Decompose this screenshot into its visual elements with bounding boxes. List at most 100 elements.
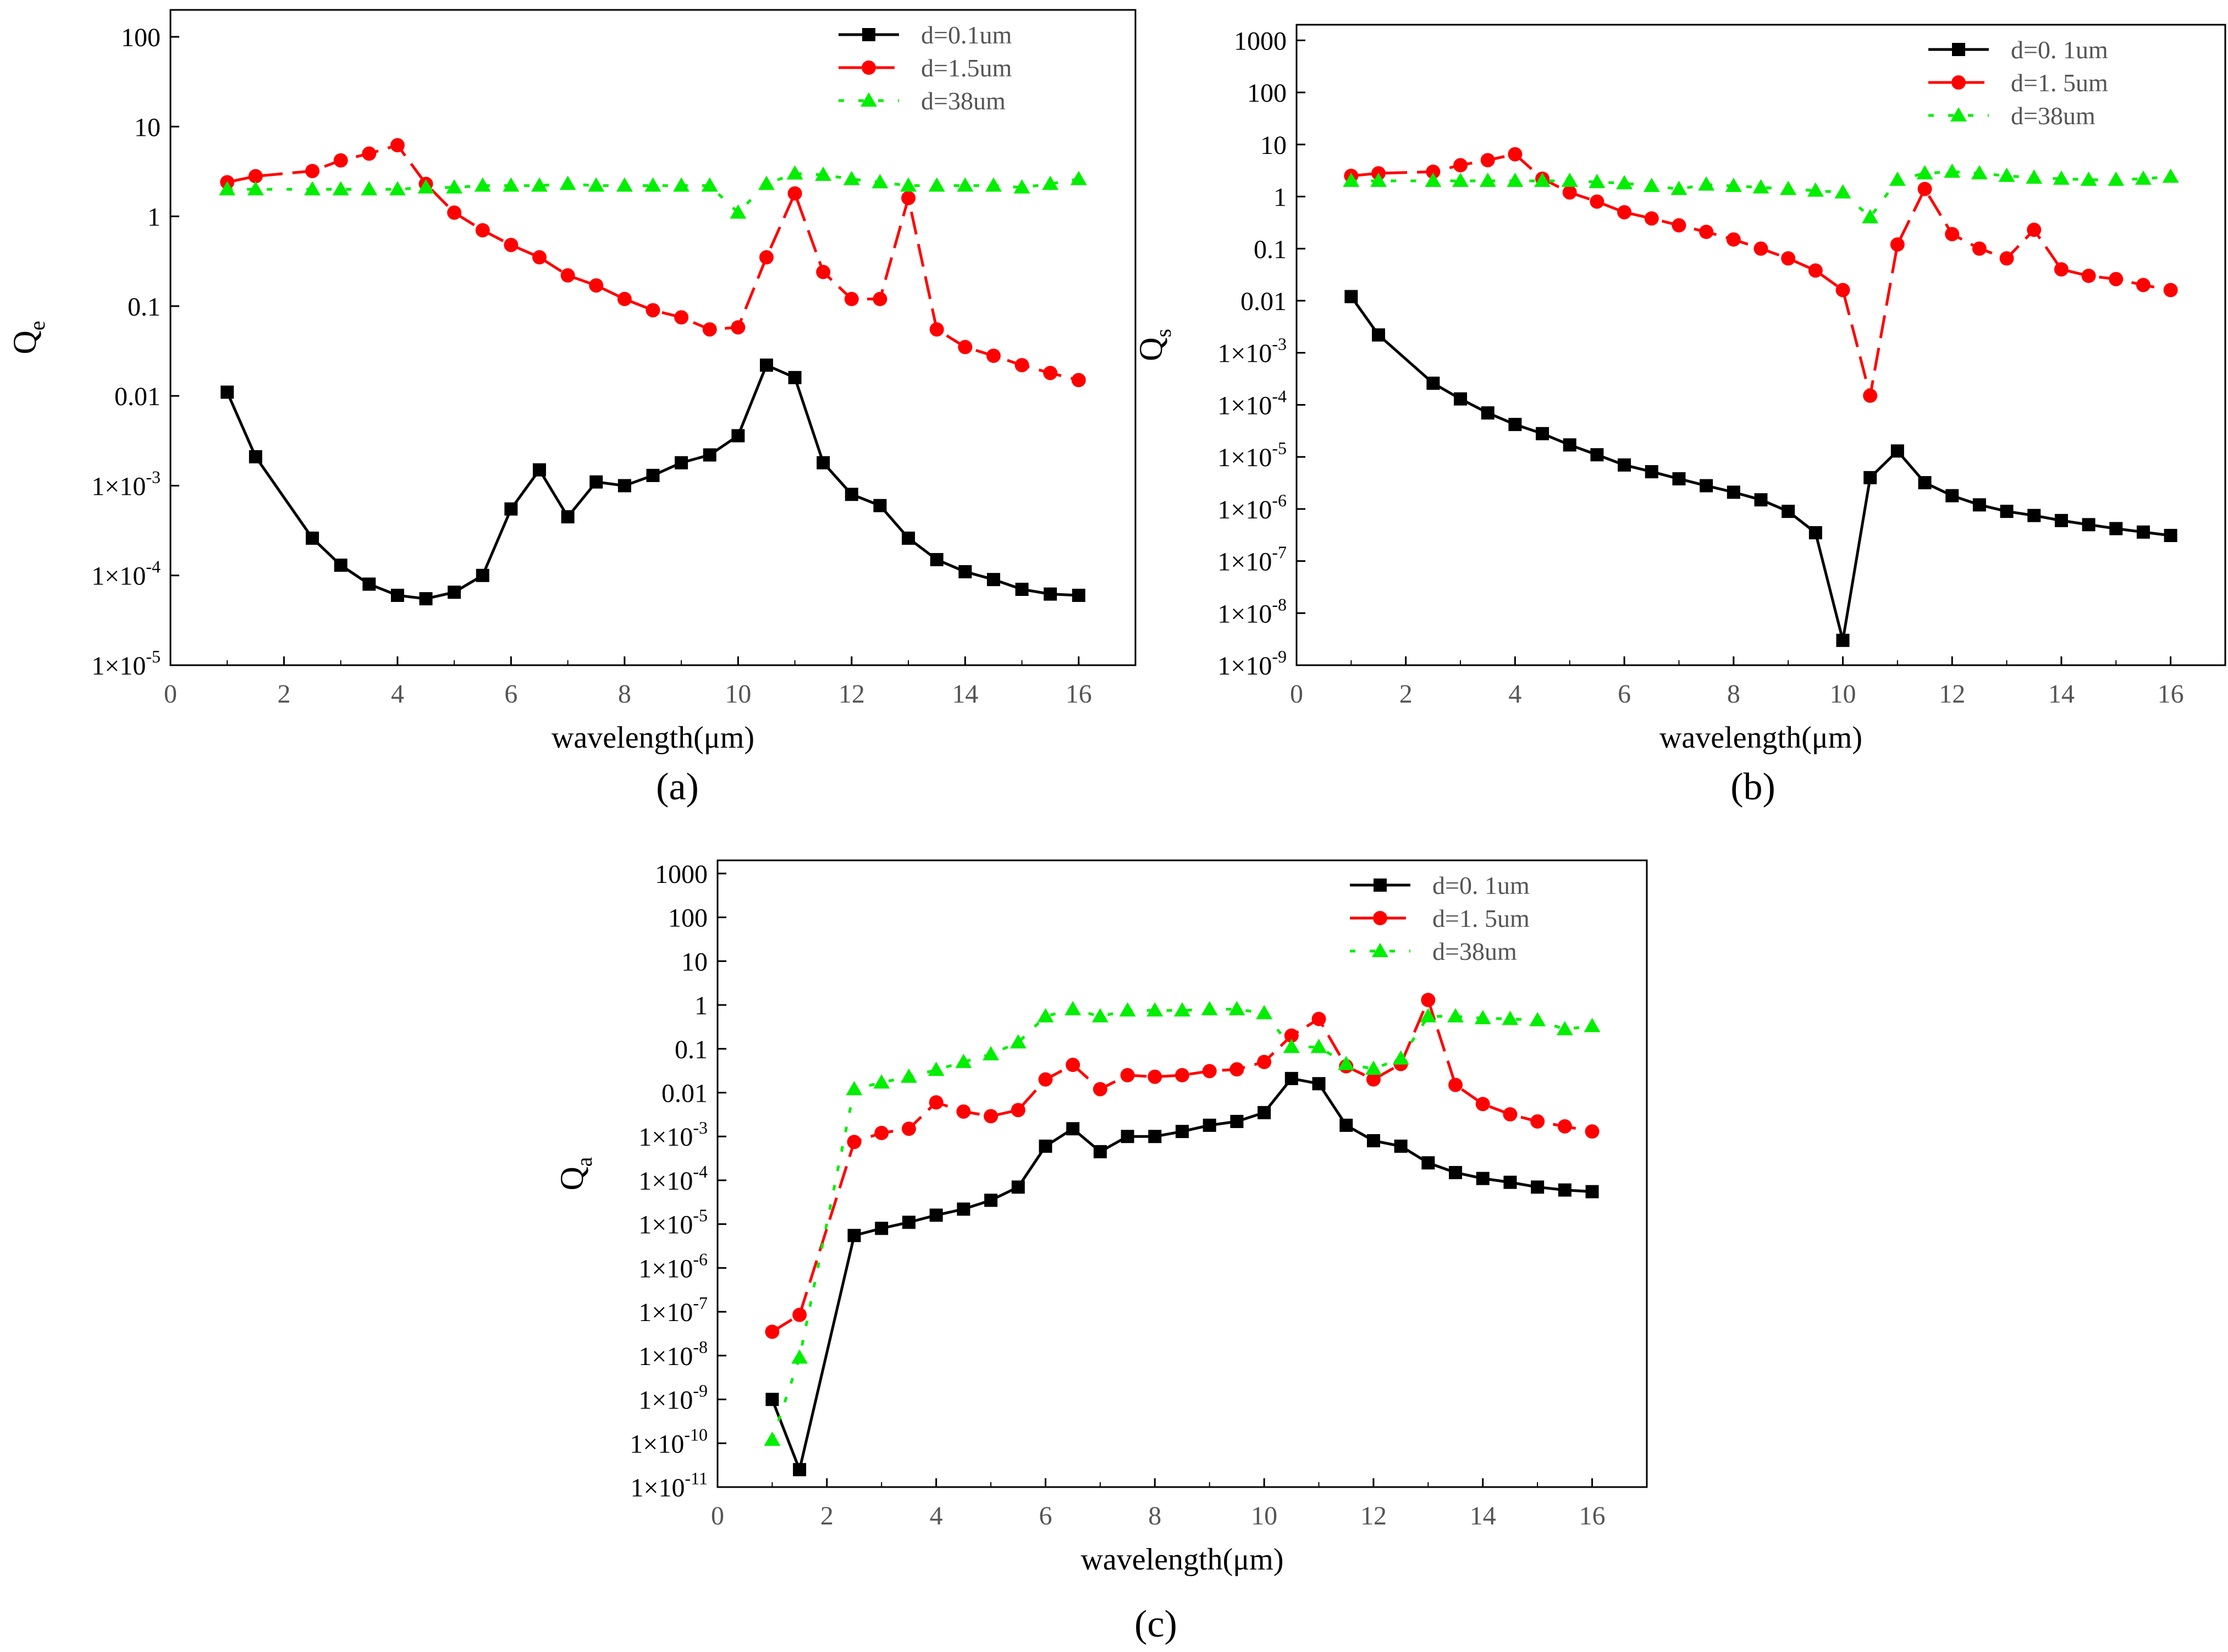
x-tick-label: 2 — [277, 679, 290, 709]
y-axis-label-sub: a — [572, 1157, 597, 1167]
data-point — [1366, 1134, 1380, 1147]
data-point — [1944, 163, 1961, 178]
y-tick-label: 0.1 — [675, 1035, 708, 1064]
data-point — [617, 291, 632, 306]
data-point — [646, 468, 660, 482]
y-tick-base: 1×10 — [638, 1342, 693, 1371]
data-point — [1699, 224, 1714, 239]
data-point — [900, 177, 917, 192]
data-point — [1038, 1072, 1053, 1087]
data-point — [1121, 1130, 1134, 1143]
y-tick-label: 0.1 — [1254, 235, 1287, 264]
y-tick-exponent: -8 — [1272, 594, 1287, 614]
data-point — [362, 577, 376, 591]
data-point — [1698, 176, 1715, 191]
data-point — [1781, 251, 1796, 266]
data-point — [1507, 173, 1524, 187]
y-tick-label: 10 — [134, 113, 161, 142]
data-point — [2053, 170, 2070, 185]
y-axis-label-sub: s — [1151, 329, 1176, 338]
data-point — [1258, 1106, 1271, 1119]
data-point — [247, 181, 264, 196]
y-axis-label-main: Q — [554, 1167, 590, 1190]
data-point — [1148, 1069, 1162, 1084]
data-point — [759, 250, 774, 265]
data-point — [589, 475, 603, 489]
data-point — [1531, 1180, 1545, 1194]
data-point — [361, 181, 378, 196]
data-point — [475, 223, 490, 237]
data-point — [1700, 479, 1713, 493]
series-line — [227, 172, 1079, 215]
data-point — [843, 170, 860, 185]
data-point — [1420, 1008, 1437, 1023]
data-point — [1998, 167, 2015, 182]
data-point — [1584, 1018, 1601, 1032]
x-axis-label: wavelength(μm) — [1659, 721, 1862, 755]
data-point — [390, 588, 404, 602]
series-2 — [219, 165, 1087, 219]
data-point — [1508, 147, 1523, 162]
data-point — [476, 568, 489, 582]
y-tick-label: 100 — [1247, 79, 1287, 108]
data-point — [1093, 1082, 1107, 1097]
y-axis-label-sub: e — [25, 321, 49, 330]
data-point — [1863, 388, 1878, 403]
data-point — [1479, 173, 1496, 187]
data-point — [1529, 1012, 1546, 1026]
legend-marker — [862, 28, 875, 41]
y-tick-label: 1×10-4 — [638, 1162, 708, 1196]
x-tick-label: 14 — [2048, 679, 2075, 709]
data-point — [1426, 377, 1440, 390]
data-point — [1558, 1183, 1571, 1197]
data-point — [561, 510, 575, 524]
data-point — [1454, 392, 1468, 406]
series-line — [1351, 170, 2171, 219]
data-point — [1072, 588, 1085, 602]
data-point — [928, 177, 945, 192]
data-point — [531, 177, 548, 192]
x-axis-label: wavelength(μm) — [1080, 1543, 1283, 1577]
y-tick-label: 1×10-4 — [1217, 386, 1287, 420]
data-point — [983, 1046, 1000, 1060]
data-point — [1836, 633, 1850, 647]
y-tick-exponent: -4 — [693, 1162, 708, 1181]
legend-label: d=38um — [921, 87, 1006, 115]
y-tick-exponent: -7 — [693, 1293, 708, 1313]
data-point — [1037, 1008, 1054, 1023]
y-tick-exponent: -3 — [146, 467, 161, 487]
y-tick-label: 10 — [1260, 131, 1287, 160]
x-tick-label: 14 — [952, 679, 978, 709]
x-tick-label: 12 — [1360, 1501, 1387, 1531]
data-point — [958, 340, 973, 355]
data-point — [872, 174, 889, 189]
data-point — [332, 181, 349, 196]
y-tick-exponent: -11 — [685, 1468, 708, 1488]
data-point — [701, 177, 718, 192]
data-point — [873, 1074, 890, 1089]
data-point — [1862, 209, 1879, 224]
y-tick-label: 1×10-3 — [91, 467, 161, 501]
chart-a: 0 2 4 6 8 10 12 14 161001010.10.011×10-31×10-41×… — [7, 9, 1137, 755]
y-tick-base: 1×10 — [1217, 495, 1272, 524]
data-point — [559, 175, 576, 190]
data-point — [1917, 181, 1932, 196]
y-tick-label: 0.01 — [661, 1079, 708, 1108]
x-tick-label: 2 — [820, 1501, 834, 1531]
data-point — [1807, 182, 1824, 197]
data-point — [1091, 1008, 1109, 1023]
legend-marker — [862, 60, 876, 75]
data-point — [2164, 529, 2177, 543]
data-point — [1725, 178, 1742, 192]
data-point — [1945, 489, 1959, 502]
data-point — [930, 552, 944, 566]
data-point — [419, 592, 433, 606]
data-point — [1070, 170, 1087, 185]
data-point — [1452, 173, 1469, 187]
x-tick-label: 6 — [1618, 679, 1631, 709]
data-point — [1999, 251, 2014, 266]
legend-marker — [1952, 43, 1965, 56]
data-point — [1782, 505, 1795, 518]
y-tick-exponent: -4 — [146, 557, 161, 577]
data-point — [504, 237, 519, 252]
